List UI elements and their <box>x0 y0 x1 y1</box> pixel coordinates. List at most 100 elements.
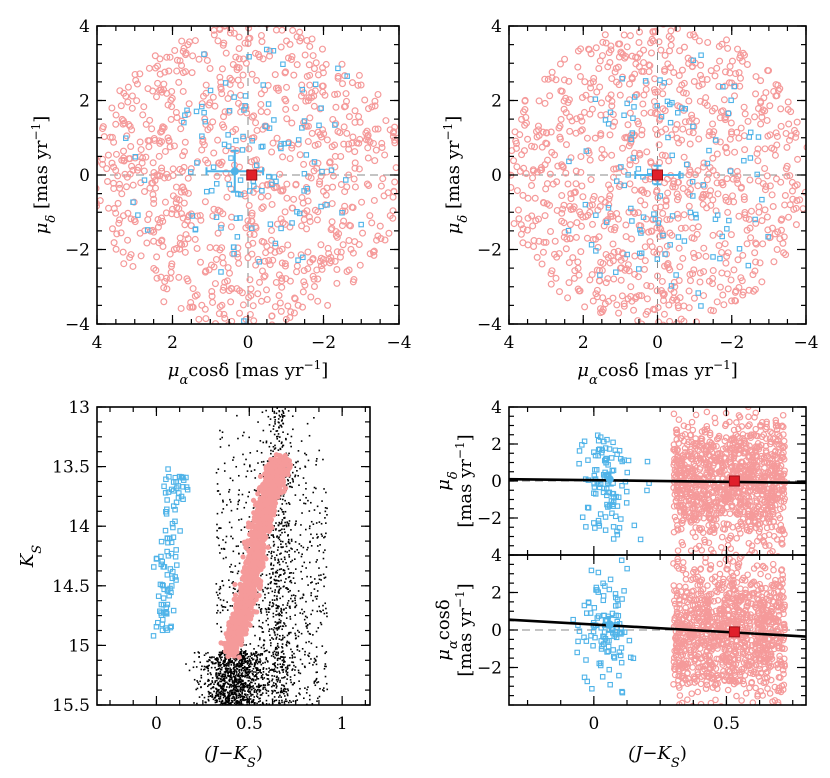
field-star-point <box>728 130 736 138</box>
field-star-point <box>281 262 289 270</box>
field-star-point <box>104 151 112 159</box>
field-star-point <box>737 183 745 191</box>
field-star-point <box>244 670 247 672</box>
field-star-point <box>223 548 226 550</box>
field-star-point <box>286 586 288 589</box>
field-star-point <box>530 242 538 250</box>
field-star-point <box>296 645 298 648</box>
field-star-point <box>260 694 263 696</box>
field-star-point <box>273 689 276 692</box>
field-star-point <box>681 224 689 232</box>
field-star-point <box>233 683 235 686</box>
field-star-point <box>287 540 290 543</box>
field-star-point <box>248 209 256 217</box>
field-star-point <box>198 652 200 654</box>
field-star-point <box>262 631 265 633</box>
field-star-point <box>650 305 658 313</box>
field-star-point <box>233 707 235 709</box>
field-star-point <box>216 536 218 538</box>
field-star-point <box>291 650 294 653</box>
field-star-point <box>272 629 275 631</box>
field-star-point <box>288 576 291 578</box>
field-star-point <box>322 687 325 689</box>
field-star-point <box>241 707 243 709</box>
blue-star-point <box>625 172 631 178</box>
field-star-point <box>251 672 254 675</box>
field-star-point <box>275 554 278 557</box>
field-star-point <box>265 608 268 611</box>
field-star-point <box>173 56 181 64</box>
field-star-point <box>513 163 521 171</box>
field-star-point <box>289 26 297 34</box>
blue-star-point <box>631 94 638 100</box>
field-star-point <box>259 608 262 611</box>
field-star-point <box>191 292 199 300</box>
field-star-point <box>577 248 585 256</box>
blue-star-point <box>213 181 220 187</box>
field-star-point <box>219 438 222 440</box>
blue-star-point <box>689 178 696 185</box>
blue-star-point <box>271 174 278 180</box>
field-star-point <box>264 661 266 664</box>
field-star-point <box>751 113 759 121</box>
field-star-point <box>251 663 253 666</box>
field-star-point <box>566 127 574 135</box>
field-star-point <box>234 244 242 252</box>
field-star-point <box>772 129 780 137</box>
field-star-point <box>227 671 229 674</box>
blue-star-point <box>251 183 257 189</box>
field-star-point <box>238 653 240 656</box>
field-star-point <box>273 631 276 633</box>
field-star-point <box>514 206 522 214</box>
field-star-point <box>733 175 741 183</box>
x-tick-label: −2 <box>311 333 336 353</box>
field-star-point <box>248 436 250 439</box>
field-star-point <box>273 670 275 673</box>
field-star-point <box>230 664 233 666</box>
field-star-point <box>235 545 238 548</box>
field-star-point <box>216 707 218 709</box>
field-star-point <box>267 583 270 586</box>
field-star-point <box>271 692 273 695</box>
field-star-point <box>150 199 158 207</box>
field-star-point <box>187 708 189 710</box>
field-star-point <box>643 190 651 198</box>
field-star-point <box>282 444 284 447</box>
field-star-point <box>212 662 214 665</box>
field-star-point <box>269 139 277 147</box>
field-star-point <box>265 657 268 660</box>
field-star-point <box>277 607 279 610</box>
field-star-point <box>279 625 282 628</box>
field-star-point <box>202 89 210 97</box>
field-star-point <box>303 72 311 80</box>
field-star-point <box>227 298 235 306</box>
field-star-point <box>304 528 307 531</box>
field-star-point <box>163 53 171 61</box>
field-star-point <box>282 97 290 105</box>
field-star-point <box>297 92 305 100</box>
field-star-point <box>299 303 307 311</box>
field-star-point <box>589 220 597 228</box>
blue-star-point <box>237 215 243 221</box>
blue-star-point <box>201 109 207 116</box>
field-star-point <box>279 634 281 637</box>
field-star-point <box>212 698 215 701</box>
field-star-point <box>214 680 217 682</box>
field-star-point <box>661 51 669 59</box>
field-star-point <box>277 605 279 607</box>
field-star-point <box>231 681 234 683</box>
field-star-point <box>122 183 130 191</box>
field-star-point <box>288 53 296 61</box>
field-star-point <box>692 318 700 324</box>
field-star-point <box>749 271 757 279</box>
field-star-point <box>236 685 239 688</box>
field-star-point <box>241 434 244 437</box>
field-star-point <box>219 446 222 448</box>
field-star-point <box>155 152 163 160</box>
field-star-point <box>282 684 285 687</box>
field-star-point <box>294 475 296 478</box>
field-star-point <box>300 160 308 168</box>
field-star-point <box>237 437 239 440</box>
field-star-point <box>193 660 196 663</box>
